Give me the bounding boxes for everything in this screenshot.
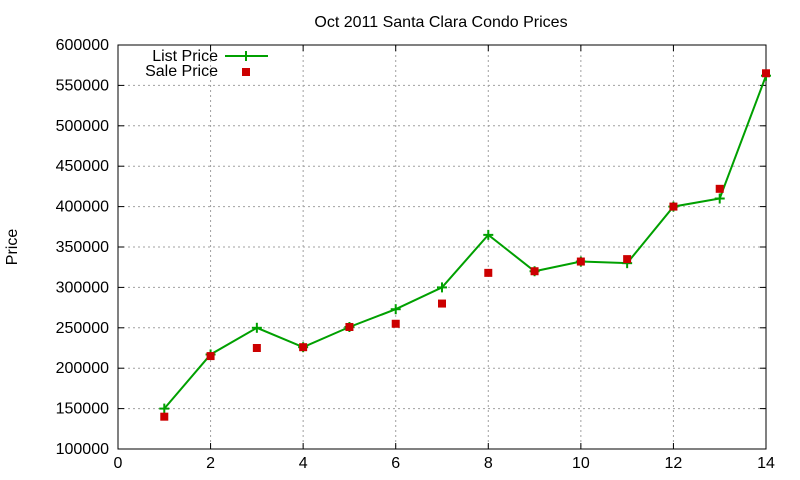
sale-price-point <box>160 412 169 421</box>
y-tick-label: 100000 <box>56 441 109 458</box>
x-tick-label: 14 <box>757 455 775 472</box>
y-tick-label: 150000 <box>56 401 109 418</box>
sale-price-point <box>530 267 539 276</box>
x-tick-label: 8 <box>484 455 493 472</box>
x-tick-label: 10 <box>572 455 590 472</box>
list-price-point <box>251 322 262 333</box>
y-tick-label: 400000 <box>56 199 109 216</box>
legend-label-list-price: List Price <box>152 48 218 65</box>
sale-price-point <box>715 184 724 193</box>
y-tick-label: 200000 <box>56 360 109 377</box>
x-tick-label: 0 <box>114 455 123 472</box>
legend-label-sale-price: Sale Price <box>145 63 218 80</box>
legend: List Price Sale Price <box>145 48 268 80</box>
y-tick-label: 350000 <box>56 239 109 256</box>
x-tick-label: 4 <box>299 455 308 472</box>
list-price-point <box>483 229 494 240</box>
y-tick-label: 550000 <box>56 77 109 94</box>
sale-price-point <box>762 69 770 78</box>
y-tick-label: 600000 <box>56 37 109 54</box>
series-layer <box>159 69 771 421</box>
sale-price-point <box>623 255 632 264</box>
sale-price-point <box>206 352 215 361</box>
sale-price-point <box>484 268 493 277</box>
x-tick-label: 12 <box>665 455 683 472</box>
x-tick-label: 2 <box>206 455 215 472</box>
chart-title: Oct 2011 Santa Clara Condo Prices <box>314 14 567 31</box>
series-line-list-price <box>163 75 767 410</box>
legend-marker-sale-price <box>242 68 250 76</box>
y-tick-label: 250000 <box>56 320 109 337</box>
x-tick-label: 6 <box>391 455 400 472</box>
axis-ticks: 0 2 4 6 8 10 12 14 100000 150000 200000 250000 30000… <box>56 37 775 472</box>
sale-price-point <box>438 299 446 308</box>
sale-price-point <box>252 344 261 352</box>
sale-price-point <box>669 202 678 211</box>
grid <box>118 45 766 449</box>
y-tick-label: 450000 <box>56 158 109 175</box>
sale-price-point <box>299 343 308 352</box>
y-axis-label: Price <box>4 229 21 266</box>
list-price-point <box>159 403 170 414</box>
sale-price-point <box>576 257 585 266</box>
list-price-point <box>437 282 447 293</box>
legend-marker-list-price <box>241 51 251 61</box>
sale-price-point <box>391 319 400 328</box>
y-tick-label: 300000 <box>56 279 109 296</box>
y-tick-label: 500000 <box>56 118 109 135</box>
sale-price-point <box>345 322 354 331</box>
list-price-point <box>714 193 725 204</box>
list-price-point <box>390 304 401 315</box>
